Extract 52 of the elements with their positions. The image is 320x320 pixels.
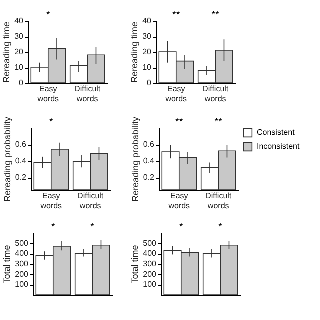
y-tick-label: 400 (143, 249, 158, 258)
x-tick-label: Easy words (36, 84, 60, 104)
y-tick-label: 0.6 (143, 140, 156, 150)
y-tick-label: 200 (15, 270, 30, 279)
text: ** (172, 10, 180, 21)
text: ** (212, 10, 220, 21)
y-tick-label: 40 (142, 16, 152, 26)
text: * (90, 222, 95, 233)
y-tick-label: 30 (142, 32, 152, 41)
y-axis-title: Rereading probability (130, 116, 140, 202)
y-tick-label: 0 (19, 78, 24, 88)
y-axis-title: Total time (2, 245, 12, 284)
y-tick-label: 300 (15, 260, 30, 268)
x-tick-label: Difficult words (74, 84, 102, 104)
y-tick-label: 0.4 (143, 156, 156, 166)
y-tick-label: 100 (15, 280, 30, 290)
y-tick-label: 500 (15, 238, 30, 248)
legend-label: Consistent (257, 128, 296, 137)
y-tick-label: 100 (143, 280, 158, 290)
text: * (51, 222, 56, 233)
y-tick-label: 0.4 (15, 156, 28, 166)
y-tick-label: 300 (143, 260, 158, 268)
y-tick-label: 20 (14, 48, 24, 56)
x-tick-label: Difficult words (78, 192, 104, 210)
y-axis-title: Rereading probability (2, 116, 12, 202)
text: ** (175, 117, 184, 128)
x-tick-label: Easy words (168, 192, 190, 210)
legend-label: Inconsistent (257, 142, 300, 151)
x-tick-label: Easy words (40, 192, 62, 210)
y-tick-label: 30 (14, 32, 24, 41)
y-tick-label: 10 (14, 63, 24, 72)
y-tick-label: 400 (15, 249, 30, 258)
text: * (49, 117, 54, 128)
text: ** (214, 117, 223, 128)
y-tick-label: 0.2 (143, 173, 156, 182)
y-tick-label: 0.6 (15, 140, 28, 150)
x-tick-label: Difficult words (206, 192, 232, 210)
y-axis-title: Rereading time (2, 22, 12, 84)
text: * (179, 222, 184, 233)
y-tick-label: 40 (14, 16, 24, 26)
text: * (218, 222, 223, 233)
y-axis-title: Rereading time (130, 22, 140, 84)
y-tick-label: 200 (143, 270, 158, 279)
y-tick-label: 500 (143, 238, 158, 248)
y-tick-label: 10 (142, 63, 152, 72)
y-tick-label: 0 (147, 78, 152, 88)
x-tick-label: Easy words (164, 84, 188, 104)
y-tick-label: 20 (142, 48, 152, 56)
x-tick-label: Difficult words (202, 84, 230, 104)
text: * (46, 10, 50, 21)
y-axis-title: Total time (130, 245, 140, 284)
y-tick-label: 0.2 (15, 173, 28, 182)
